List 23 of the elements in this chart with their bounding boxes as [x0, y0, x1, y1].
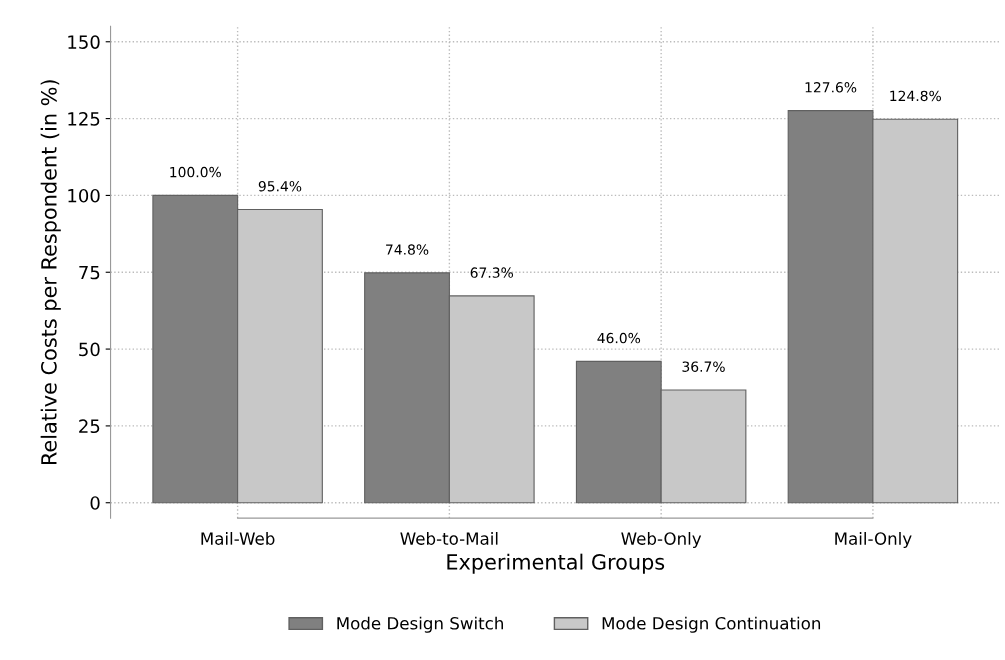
y-tick-label: 100	[68, 188, 100, 203]
data-label: 67.3%	[470, 267, 514, 278]
y-tick-label: 150	[68, 35, 100, 49]
legend-label: Mode Design Switch	[337, 616, 503, 633]
x-tick-label: Mail-Only	[835, 531, 912, 549]
data-label: 46.0%	[597, 332, 641, 344]
data-label: 95.4%	[258, 181, 302, 192]
legend-label: Mode Design Continuation	[602, 616, 821, 633]
data-label: 127.6%	[805, 82, 857, 93]
y-tick-label: 75	[79, 265, 100, 280]
x-axis-title: Experimental Groups	[447, 553, 665, 574]
y-tick-label: 125	[68, 112, 100, 126]
y-axis-title: Relative Costs per Respondent (in %)	[40, 80, 61, 465]
x-tick-label: Web-Only	[621, 531, 702, 549]
data-label: 124.8%	[890, 90, 941, 102]
y-tick-label: 25	[79, 419, 100, 434]
data-label: 36.7%	[682, 361, 725, 372]
data-label: 100.0%	[170, 166, 221, 178]
x-tick-label: Web-to-Mail	[400, 531, 498, 545]
x-tick-label: Mail-Web	[201, 531, 275, 545]
y-tick-label: 50	[79, 342, 100, 357]
data-label: 74.8%	[386, 244, 429, 255]
y-tick-label: 0	[90, 496, 100, 510]
